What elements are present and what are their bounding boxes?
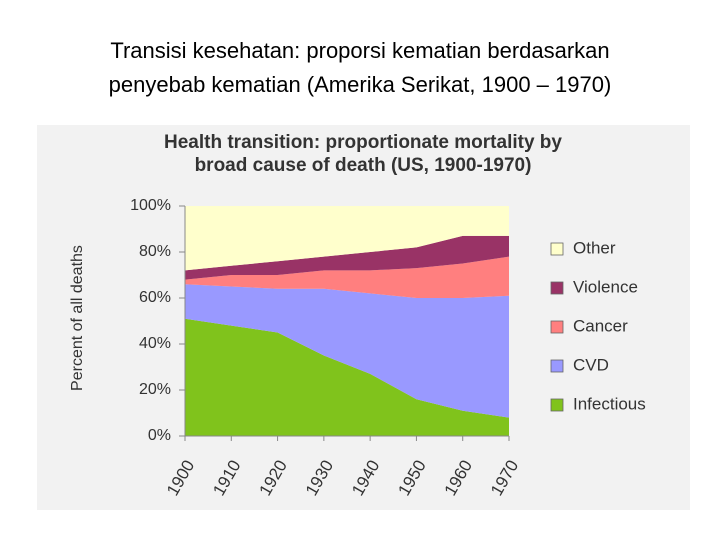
legend-label: Other: [573, 238, 616, 257]
legend-swatch: [550, 359, 564, 373]
slide-title: penyebab kematian (Amerika Serikat, 1900…: [109, 72, 612, 97]
y-tick-label: 60%: [139, 289, 171, 306]
y-tick-label: 20%: [139, 381, 171, 398]
chart-title: broad cause of death (US, 1900-1970): [195, 155, 532, 176]
legend-swatch: [550, 320, 564, 334]
legend-label: Infectious: [573, 394, 646, 413]
slide-title: Transisi kesehatan: proporsi kematian be…: [110, 38, 609, 63]
y-tick-label: 40%: [139, 335, 171, 352]
area: [185, 206, 509, 271]
legend-label: Violence: [573, 277, 638, 296]
area: [185, 284, 509, 418]
y-tick-label: 80%: [139, 243, 171, 260]
legend-label: CVD: [573, 355, 609, 374]
legend-swatch: [550, 398, 564, 412]
chart-title: Health transition: proportionate mortali…: [164, 132, 562, 153]
y-axis-label: Percent of all deaths: [69, 245, 86, 391]
area: [185, 256, 509, 298]
legend-swatch: [550, 281, 564, 295]
y-tick-label: 100%: [130, 197, 171, 214]
legend-swatch: [550, 242, 564, 256]
y-tick-label: 0%: [148, 427, 171, 444]
area: [185, 235, 509, 280]
plot: [185, 206, 509, 436]
legend-label: Cancer: [573, 316, 628, 335]
area: [185, 318, 509, 436]
